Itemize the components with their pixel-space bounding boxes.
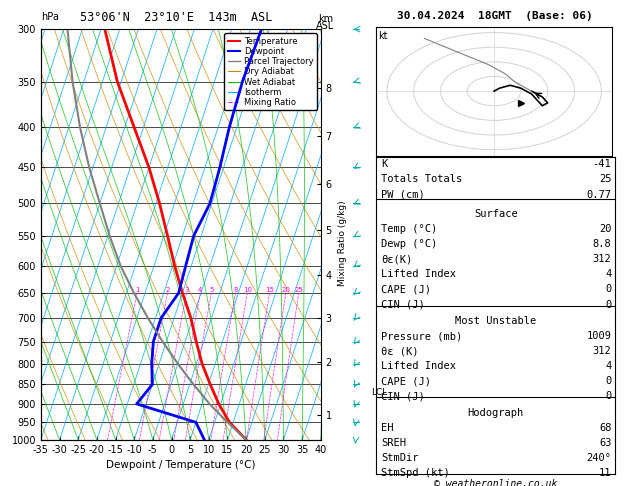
Text: 0: 0 xyxy=(605,299,611,310)
Text: Pressure (mb): Pressure (mb) xyxy=(381,331,462,341)
Text: 312: 312 xyxy=(593,346,611,356)
Text: 4: 4 xyxy=(605,361,611,371)
Text: Surface: Surface xyxy=(474,209,518,219)
Text: PW (cm): PW (cm) xyxy=(381,190,425,200)
Text: 8: 8 xyxy=(233,287,238,293)
Text: θε (K): θε (K) xyxy=(381,346,419,356)
Text: 53°06'N  23°10'E  143m  ASL: 53°06'N 23°10'E 143m ASL xyxy=(80,11,272,24)
Text: Dewp (°C): Dewp (°C) xyxy=(381,239,437,249)
Text: 20: 20 xyxy=(281,287,290,293)
Text: 2: 2 xyxy=(165,287,170,293)
Text: LCL: LCL xyxy=(371,388,387,397)
Text: 5: 5 xyxy=(209,287,213,293)
Text: 4: 4 xyxy=(198,287,203,293)
Text: StmDir: StmDir xyxy=(381,453,419,463)
Text: 20: 20 xyxy=(599,224,611,234)
Text: 11: 11 xyxy=(599,469,611,478)
Text: 0.77: 0.77 xyxy=(586,190,611,200)
Text: © weatheronline.co.uk: © weatheronline.co.uk xyxy=(434,479,557,486)
Text: Temp (°C): Temp (°C) xyxy=(381,224,437,234)
Text: 0: 0 xyxy=(605,376,611,386)
Text: 0: 0 xyxy=(605,284,611,295)
Text: Hodograph: Hodograph xyxy=(467,408,524,418)
Text: SREH: SREH xyxy=(381,438,406,448)
Text: 1: 1 xyxy=(135,287,140,293)
Text: ASL: ASL xyxy=(316,21,335,31)
Text: 0: 0 xyxy=(605,391,611,401)
Text: 10: 10 xyxy=(243,287,252,293)
Text: CAPE (J): CAPE (J) xyxy=(381,284,431,295)
Text: kt: kt xyxy=(379,31,388,41)
Text: K: K xyxy=(381,159,387,170)
Text: 63: 63 xyxy=(599,438,611,448)
Text: 240°: 240° xyxy=(586,453,611,463)
Text: -41: -41 xyxy=(593,159,611,170)
Text: 68: 68 xyxy=(599,423,611,433)
Text: 15: 15 xyxy=(265,287,274,293)
Text: Lifted Index: Lifted Index xyxy=(381,269,456,279)
Text: θε(K): θε(K) xyxy=(381,254,413,264)
Text: 8.8: 8.8 xyxy=(593,239,611,249)
Text: CAPE (J): CAPE (J) xyxy=(381,376,431,386)
Text: 4: 4 xyxy=(605,269,611,279)
Text: Totals Totals: Totals Totals xyxy=(381,174,462,185)
Text: hPa: hPa xyxy=(41,12,58,22)
Text: 1009: 1009 xyxy=(586,331,611,341)
Text: StmSpd (kt): StmSpd (kt) xyxy=(381,469,450,478)
Text: 30.04.2024  18GMT  (Base: 06): 30.04.2024 18GMT (Base: 06) xyxy=(396,11,593,21)
Text: Mixing Ratio (g/kg): Mixing Ratio (g/kg) xyxy=(338,200,347,286)
Text: EH: EH xyxy=(381,423,394,433)
Text: 25: 25 xyxy=(294,287,303,293)
Text: Most Unstable: Most Unstable xyxy=(455,316,537,326)
X-axis label: Dewpoint / Temperature (°C): Dewpoint / Temperature (°C) xyxy=(106,460,255,470)
Legend: Temperature, Dewpoint, Parcel Trajectory, Dry Adiabat, Wet Adiabat, Isotherm, Mi: Temperature, Dewpoint, Parcel Trajectory… xyxy=(225,34,316,110)
Text: 312: 312 xyxy=(593,254,611,264)
Text: 3: 3 xyxy=(184,287,189,293)
Text: CIN (J): CIN (J) xyxy=(381,391,425,401)
Text: CIN (J): CIN (J) xyxy=(381,299,425,310)
Text: Lifted Index: Lifted Index xyxy=(381,361,456,371)
Text: 25: 25 xyxy=(599,174,611,185)
Text: km: km xyxy=(318,14,333,24)
